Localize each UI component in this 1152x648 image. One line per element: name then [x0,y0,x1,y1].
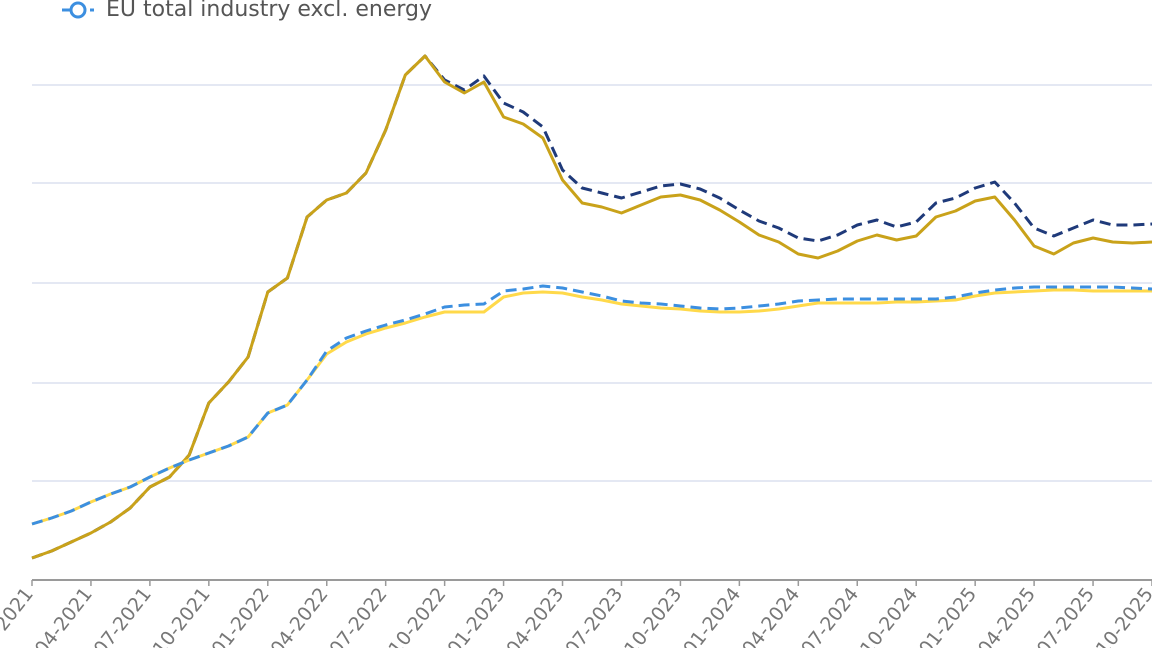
x-tick-label: 07-2021 [90,584,156,648]
series-line-0 [31,54,1152,560]
series-line-1 [31,54,1152,560]
legend-marker-icon [62,1,94,18]
x-tick-label: 04-2025 [974,584,1040,648]
x-tick-label: 10-2025 [1092,584,1152,648]
series-line-3 [31,284,1152,526]
x-tick-label: 07-2025 [1033,584,1099,648]
x-tick-label: 01-2024 [679,584,745,648]
legend-label: EU total industry excl. energy [106,0,433,22]
x-tick-label: 07-2023 [561,584,627,648]
x-tick-label: 04-2023 [502,584,568,648]
x-tick-label: 04-2022 [266,584,332,648]
x-tick-label: 10-2023 [620,584,686,648]
series-line-2 [31,288,1152,526]
x-tick-label: 01-2023 [443,584,509,648]
x-tick-label: 10-2024 [856,584,922,648]
x-tick-label: 07-2022 [325,584,391,648]
x-tick-label: 04-2024 [738,584,804,648]
x-tick-label: 01-2022 [208,584,274,648]
x-tick-label: 07-2024 [797,584,863,648]
x-tick-label: 10-2022 [384,584,450,648]
legend[interactable]: EU total industry excl. energy [60,0,432,22]
x-tick-label: 04-2021 [31,584,97,648]
x-tick-label: 01-2021 [0,584,38,648]
x-tick-label: 01-2025 [915,584,981,648]
x-tick-label: 10-2021 [149,584,215,648]
